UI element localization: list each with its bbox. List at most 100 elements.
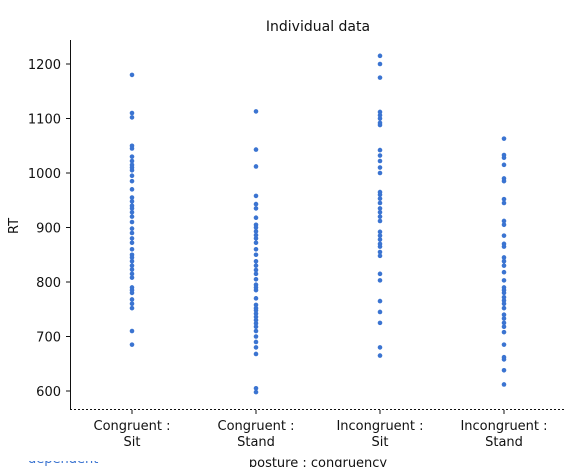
data-point [130,111,135,116]
data-point [130,291,135,296]
data-point [130,146,135,151]
data-point [254,236,259,241]
data-point [378,210,383,215]
dependent-tab-label: dependent [28,461,118,467]
data-point [378,254,383,259]
data-point [502,368,507,373]
data-point [502,163,507,168]
data-point [254,259,259,264]
x-axis-label: posture : congruency [249,456,388,467]
data-point [130,168,135,173]
data-point [254,329,259,334]
data-point [378,54,383,59]
y-tick-label: 700 [36,331,61,346]
data-point [378,171,383,176]
data-point [130,154,135,159]
data-point [502,270,507,275]
data-point [130,73,135,78]
data-point [502,306,507,311]
data-point [378,345,383,350]
data-point [502,263,507,268]
data-point [502,330,507,335]
x-tick-label: Stand [485,435,523,450]
data-point [378,244,383,249]
data-point [378,75,383,80]
data-point [502,342,507,347]
data-point [378,219,383,224]
data-point [378,123,383,128]
y-tick-label: 1100 [28,113,61,128]
data-point [502,155,507,160]
data-point [502,259,507,264]
data-point [130,259,135,264]
data-point [254,288,259,293]
data-point [130,240,135,245]
data-point [502,324,507,329]
data-point [130,115,135,120]
data-point [378,272,383,277]
y-ticks: 600 700 800 900 1000 1100 1200 [28,58,70,400]
x-ticks: Congruent :SitCongruent :StandIncongruen… [94,410,548,450]
y-tick-label: 1000 [28,167,61,182]
data-point [254,272,259,277]
data-point [254,345,259,350]
x-tick-label: Incongruent : [336,419,423,434]
x-tick-label: Incongruent : [460,419,547,434]
data-point [502,302,507,307]
data-point [254,340,259,345]
data-point [254,215,259,220]
data-point [378,310,383,315]
data-point [254,324,259,329]
data-point [378,196,383,201]
data-point [130,179,135,184]
data-point [130,297,135,302]
data-point [502,278,507,283]
data-point [254,252,259,257]
data-point [254,206,259,211]
data-point [130,342,135,347]
dependent-tab[interactable]: dependent [28,461,118,467]
data-point [502,316,507,321]
data-point [502,222,507,227]
data-point [378,237,383,242]
data-point [378,214,383,219]
data-point [254,263,259,268]
data-point [254,334,259,339]
data-point [254,247,259,252]
data-point [130,247,135,252]
data-point [130,220,135,225]
chart-title: Individual data [266,19,370,35]
data-point [254,202,259,207]
data-point [254,164,259,169]
data-point [130,329,135,334]
data-point [130,173,135,178]
data-point [130,302,135,307]
data-point [130,267,135,272]
y-tick-label: 900 [36,222,61,237]
data-point [378,153,383,158]
y-tick-label: 800 [36,276,61,291]
data-point [378,299,383,304]
y-tick-label: 1200 [28,58,61,73]
data-point [254,109,259,114]
data-point [378,62,383,67]
data-point [378,321,383,326]
x-tick-label: Stand [237,435,275,450]
data-points [130,54,507,395]
data-point [130,231,135,236]
data-point [502,244,507,249]
data-point [254,147,259,152]
x-tick-label: Sit [372,435,389,450]
data-point [378,148,383,153]
data-point [254,240,259,245]
y-axis-label: RT [7,218,22,234]
data-point [254,352,259,357]
data-point [254,277,259,282]
data-point [378,165,383,170]
data-point [378,159,383,164]
data-point [130,226,135,231]
data-point [502,233,507,238]
x-tick-label: Sit [124,435,141,450]
data-point [378,116,383,121]
